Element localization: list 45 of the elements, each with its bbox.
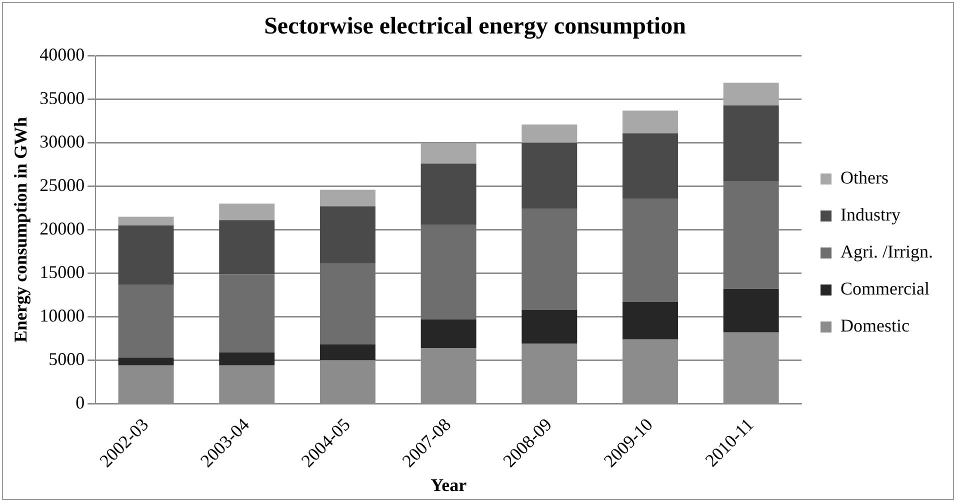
y-tick-label: 10000 [40,305,85,326]
bar [420,144,476,164]
y-tick-label: 15000 [40,262,85,282]
y-tick-label: 25000 [40,175,85,195]
chart-title: Sectorwise electrical energy consumption [264,14,686,40]
bar [723,82,779,106]
legend-label: Industry [840,204,901,225]
y-tick-label: 30000 [40,132,85,152]
bar [219,274,275,352]
y-tick-label: 35000 [40,88,85,108]
bar [219,352,275,366]
bar [723,181,779,289]
bar [622,198,678,302]
bar [420,164,476,225]
legend-label: Agri. /Irrign. [840,242,934,262]
bar [320,264,376,345]
bar [522,124,578,143]
y-tick-label: 5000 [48,348,85,369]
y-tick-label: 40000 [40,44,85,65]
bar [320,206,376,264]
y-axis-title: Energy consumption in GWh [10,116,30,343]
bar [219,220,275,274]
y-tick-label: 20000 [40,218,85,238]
bar [522,310,578,344]
bar [622,110,678,134]
bar [320,190,376,206]
legend-label: Domestic [840,316,910,336]
bar [522,208,578,310]
legend-label: Others [840,168,889,188]
bar [420,319,476,348]
bar [118,225,174,285]
bar [420,224,476,320]
bar [622,302,678,340]
bar [723,288,779,332]
bar [522,142,578,209]
legend-label: Commercial [840,278,930,299]
bar [622,133,678,198]
bar [118,216,174,226]
bar [320,344,376,360]
bar [723,105,779,182]
bar [118,284,174,358]
y-tick-label: 0 [76,392,85,412]
bar [118,358,174,366]
bar [219,204,275,220]
x-axis-title: Year [430,474,467,495]
